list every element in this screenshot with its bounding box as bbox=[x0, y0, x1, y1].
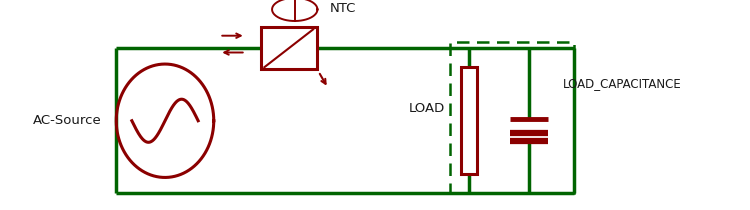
Bar bbox=[261, 27, 316, 69]
Text: LOAD_CAPACITANCE: LOAD_CAPACITANCE bbox=[562, 77, 681, 91]
Text: AC-Source: AC-Source bbox=[32, 114, 101, 127]
Text: NTC: NTC bbox=[330, 2, 356, 15]
Bar bbox=[460, 67, 477, 174]
Text: LOAD: LOAD bbox=[410, 102, 446, 115]
Bar bbox=[450, 42, 574, 193]
